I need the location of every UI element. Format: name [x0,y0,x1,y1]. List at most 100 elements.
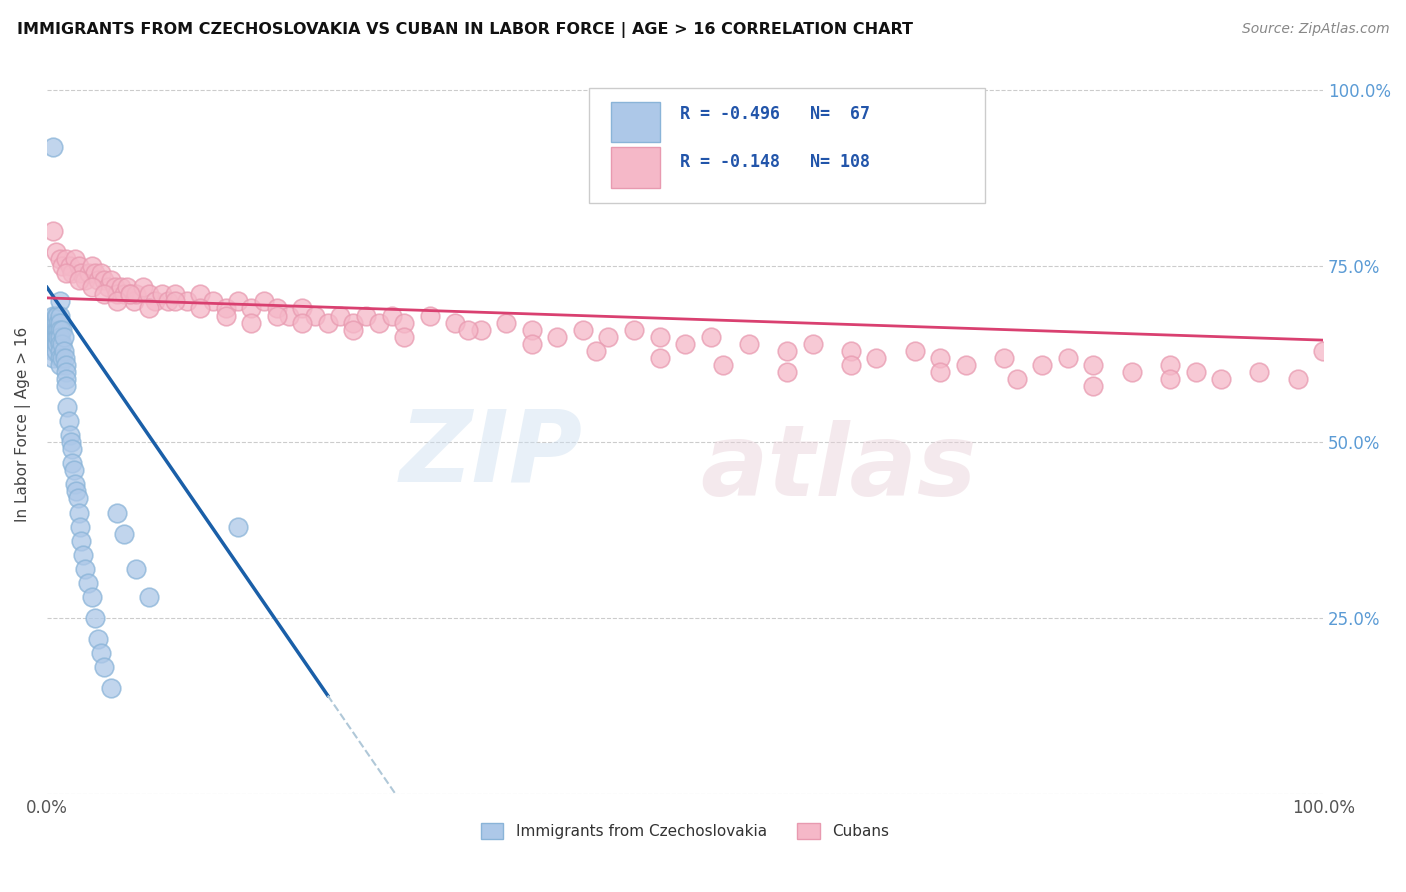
Point [56,400,79,414]
Point [1184,365,1206,379]
Point [75,562,97,576]
Point [93,287,115,301]
Point [80,590,103,604]
Point [62,463,84,477]
Point [42,329,65,343]
Point [77,266,100,280]
Point [62,266,84,280]
Point [1031,358,1053,372]
Point [865,351,887,365]
Point [380,309,402,323]
Point [457,322,479,336]
Text: R = -0.148   N= 108: R = -0.148 N= 108 [681,153,870,171]
Point [63,252,86,267]
Point [122,294,145,309]
Point [367,316,389,330]
Point [100,681,122,696]
Point [118,287,141,301]
Point [495,316,517,330]
Point [42,343,65,358]
Point [112,526,135,541]
Point [228,294,250,309]
Point [66,491,89,506]
Point [520,322,543,336]
Point [904,343,927,358]
Point [354,309,377,323]
Point [76,575,98,590]
Point [342,316,364,330]
Point [110,280,132,294]
Point [65,484,87,499]
Point [59,259,82,273]
Point [316,316,339,330]
Point [51,322,73,336]
Point [776,365,799,379]
Point [240,316,263,330]
Text: R = -0.496   N=  67: R = -0.496 N= 67 [681,105,870,123]
Point [67,259,90,273]
Text: ZIP: ZIP [399,406,583,502]
Point [45,336,67,351]
Point [1159,358,1181,372]
Point [80,280,103,294]
Point [51,351,73,365]
Point [48,343,70,358]
Point [955,358,977,372]
Point [87,273,110,287]
Point [51,336,73,351]
Point [93,660,115,674]
Point [125,287,148,301]
Point [125,562,148,576]
Point [62,442,84,457]
Point [46,322,69,336]
Point [60,435,83,450]
Point [1057,351,1080,365]
Point [214,309,236,323]
Y-axis label: In Labor Force | Age > 16: In Labor Force | Age > 16 [15,327,31,522]
Point [45,343,67,358]
Point [70,533,93,548]
Point [623,322,645,336]
Point [45,329,67,343]
Bar [612,147,659,188]
Point [138,301,160,316]
Point [46,336,69,351]
Point [84,266,107,280]
Point [45,309,67,323]
FancyBboxPatch shape [589,88,986,202]
Point [55,266,77,280]
Point [648,329,671,343]
Point [55,379,77,393]
Point [444,316,467,330]
Point [291,301,314,316]
Point [520,336,543,351]
Bar [612,102,659,143]
Point [67,273,90,287]
Point [839,343,862,358]
Point [214,301,236,316]
Point [45,316,67,330]
Point [75,273,97,287]
Point [1209,372,1232,386]
Point [70,266,93,280]
Point [42,322,65,336]
Point [278,309,301,323]
Point [1286,372,1309,386]
Point [157,294,180,309]
Point [801,336,824,351]
Point [112,287,135,301]
Point [48,316,70,330]
Point [105,506,128,520]
Point [55,252,77,267]
Point [342,322,364,336]
Point [84,611,107,625]
Point [67,506,90,520]
Point [1083,358,1105,372]
Point [90,646,112,660]
Point [105,287,128,301]
Point [1312,343,1334,358]
Point [419,309,441,323]
Point [138,590,160,604]
Point [929,351,952,365]
Point [266,301,288,316]
